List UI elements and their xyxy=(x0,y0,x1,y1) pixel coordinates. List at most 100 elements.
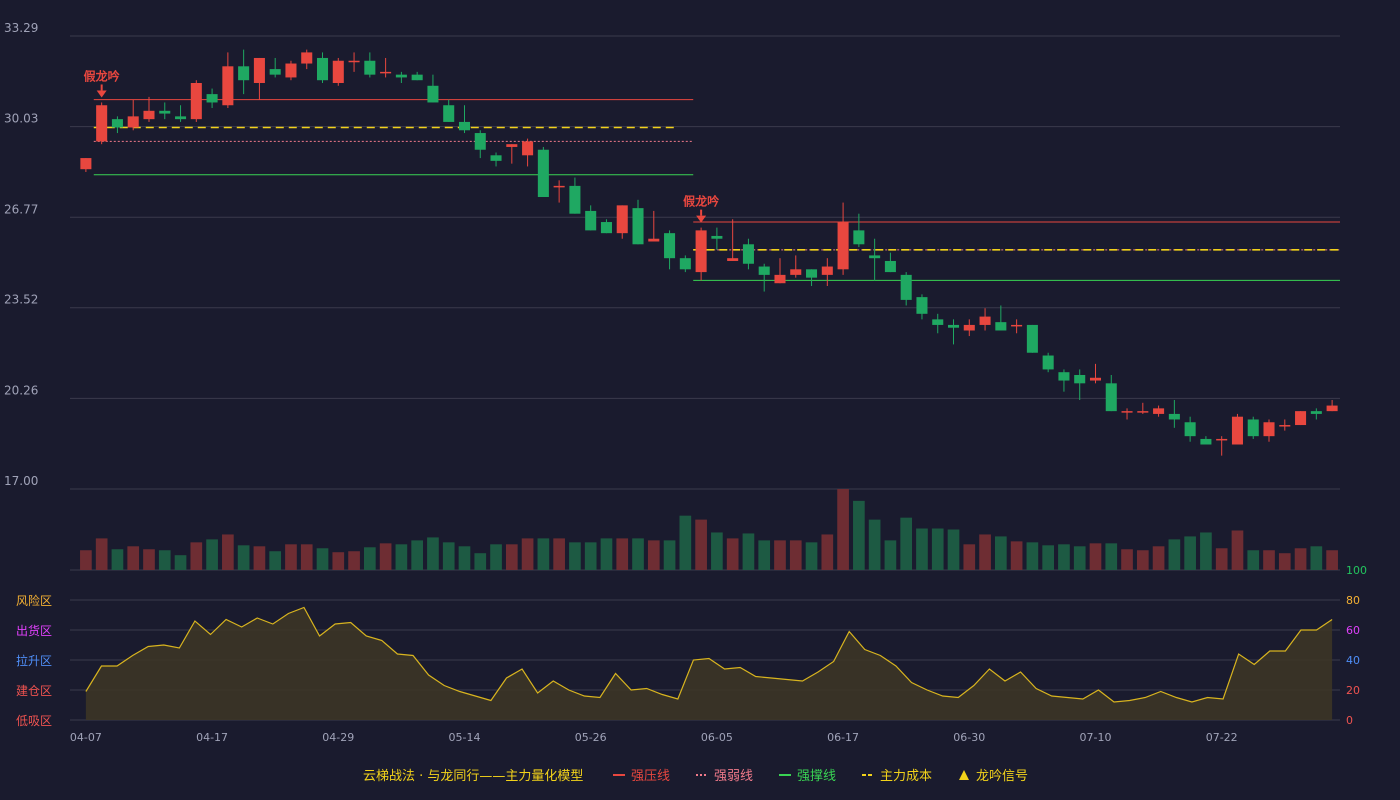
volume-bar xyxy=(332,552,345,570)
volume-bar xyxy=(553,538,565,570)
volume-bar xyxy=(995,536,1007,570)
candle-body xyxy=(506,144,518,147)
candle-body xyxy=(1042,355,1054,370)
candle-body xyxy=(1263,422,1275,437)
volume-bar xyxy=(253,546,266,570)
candle-body xyxy=(490,155,502,161)
candle-body xyxy=(175,116,187,120)
candle-body xyxy=(679,258,691,270)
legend-item-label: 强压线 xyxy=(631,769,670,784)
candle-body xyxy=(522,141,534,156)
candle-body xyxy=(143,110,155,120)
candle-body xyxy=(695,230,707,273)
candle-body xyxy=(932,319,944,325)
candle-body xyxy=(963,324,975,331)
legend-title: 云梯战法 · 与龙同行——主力量化模型 xyxy=(363,769,583,784)
volume-bar xyxy=(647,540,660,570)
candle-body xyxy=(1105,383,1117,412)
volume-bar xyxy=(1184,536,1196,570)
candle-body xyxy=(411,74,423,81)
candle-body xyxy=(443,105,455,122)
candle-body xyxy=(111,119,123,128)
axes: 33.29 30.03 26.77 23.52 20.26 17.00 100 80 60 40 2… xyxy=(4,21,1367,744)
candle-body xyxy=(301,52,313,64)
volume-bar xyxy=(1200,532,1212,570)
candle-body xyxy=(995,322,1007,331)
volume-bar xyxy=(821,534,834,570)
candle-body xyxy=(380,71,392,74)
candle-body xyxy=(664,233,676,259)
oscillator-zone-label: 低吸区 xyxy=(16,714,52,728)
candle-body xyxy=(884,260,896,273)
oscillator-tick-label: 100 xyxy=(1346,564,1367,577)
x-tick-label: 04-17 xyxy=(196,731,228,744)
candle-body xyxy=(1295,411,1307,426)
volume-bar xyxy=(1326,550,1338,570)
price-tick-label: 33.29 xyxy=(4,21,38,35)
oscillator-zone-label: 出货区 xyxy=(16,623,52,638)
candle-body xyxy=(1310,411,1322,414)
grid xyxy=(70,35,1340,721)
volume-bar xyxy=(931,528,944,570)
volume-bar xyxy=(1105,543,1118,570)
candle-body xyxy=(1326,405,1338,412)
candle-body xyxy=(806,269,818,278)
oscillator-line xyxy=(85,606,1333,703)
candle-body xyxy=(238,66,250,81)
candle-body xyxy=(1247,419,1259,437)
volume-bar xyxy=(947,529,960,570)
x-tick-label: 04-29 xyxy=(322,731,354,744)
legend: 云梯战法 · 与龙同行——主力量化模型 强压线 强弱线 强撑线 主力成本 龙吟信号 xyxy=(363,768,1028,784)
volume-bar xyxy=(600,538,613,570)
candle-body xyxy=(790,269,802,275)
volume-bar xyxy=(837,489,849,570)
candle-body xyxy=(1200,438,1212,445)
candle-body xyxy=(758,266,770,275)
oscillator-area xyxy=(85,607,1333,720)
volume-bar xyxy=(474,553,487,570)
volume-bar xyxy=(1215,548,1228,570)
candle-body xyxy=(1168,413,1180,420)
candle-body xyxy=(774,274,786,284)
volume-bar xyxy=(237,545,250,570)
volume-bar xyxy=(442,542,455,570)
volume-bar xyxy=(963,544,976,570)
volume-bar xyxy=(884,540,897,570)
volume-bar xyxy=(490,544,502,570)
candle-body xyxy=(916,297,928,314)
candle-body xyxy=(569,185,581,214)
volume-bar xyxy=(679,515,692,570)
volume-bar xyxy=(742,533,755,570)
x-tick-label: 06-17 xyxy=(827,731,859,744)
candle-body xyxy=(711,235,723,239)
candle-body xyxy=(206,94,218,103)
volume-bar xyxy=(695,519,707,570)
candle-body xyxy=(648,238,660,242)
volume-bar xyxy=(190,542,203,570)
volume-bar xyxy=(758,540,771,570)
volume-bar xyxy=(458,546,471,570)
candle-body xyxy=(1216,438,1228,441)
oscillator-zone-label: 拉升区 xyxy=(16,653,52,668)
candle-body xyxy=(585,210,597,231)
oscillator-panel xyxy=(85,606,1333,720)
candle-body xyxy=(632,208,644,245)
candle-body xyxy=(821,266,833,275)
legend-marker xyxy=(959,770,969,780)
candle-body xyxy=(285,63,297,78)
candle-body xyxy=(600,222,612,234)
volume-bar xyxy=(805,542,818,570)
oscillator-tick-label: 60 xyxy=(1346,624,1360,637)
oscillator-tick-label: 40 xyxy=(1346,654,1360,667)
candle-body xyxy=(1137,411,1149,413)
candle-body xyxy=(159,110,171,114)
volume-bar xyxy=(916,528,928,570)
candle-body xyxy=(96,105,108,142)
signal-arrow-head xyxy=(96,90,107,98)
candle-body xyxy=(80,158,92,170)
volume-bar xyxy=(584,542,597,570)
volume-bar xyxy=(1121,549,1133,570)
candle-body xyxy=(127,116,139,128)
price-tick-label: 23.52 xyxy=(4,293,38,307)
volume-bar xyxy=(616,538,629,570)
